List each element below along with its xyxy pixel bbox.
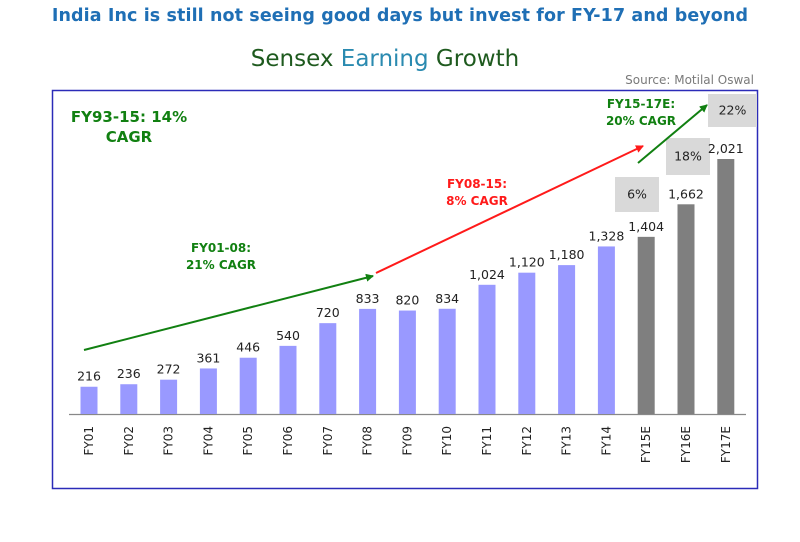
cagr-annotation-fy01-08: FY01-08: — [191, 241, 251, 255]
chart-title-word-1: Sensex — [250, 46, 334, 72]
headline: India Inc is still not seeing good days … — [51, 6, 749, 26]
growth-label: 18% — [674, 149, 702, 164]
cagr-annotation-overall: CAGR — [106, 128, 153, 146]
bar-fy01 — [80, 386, 98, 414]
trend-arrow-fy01-08 — [83, 273, 374, 351]
bar-fy03 — [160, 379, 178, 414]
bar-fy13 — [558, 265, 576, 414]
value-label: 1,024 — [469, 267, 505, 282]
x-tick-label: FY17E — [719, 426, 733, 463]
value-label: 1,120 — [509, 255, 545, 270]
value-label: 1,328 — [589, 228, 625, 243]
x-tick-label: FY14 — [599, 426, 613, 456]
chart-title: Sensex Earning Growth — [0, 46, 770, 72]
x-tick-label: FY05 — [241, 426, 255, 456]
value-label: 833 — [356, 291, 380, 306]
bar-fy16e — [677, 204, 695, 414]
x-tick-label: FY12 — [520, 426, 534, 456]
cagr-annotation-fy15-17: 20% CAGR — [606, 114, 676, 128]
cagr-annotation-fy15-17: FY15-17E: — [607, 97, 675, 111]
bar-fy17e — [717, 159, 735, 414]
bar-fy04 — [199, 368, 217, 414]
chart-title-word-2: Earning — [340, 46, 429, 72]
value-label: 272 — [157, 362, 181, 377]
trend-arrow-fy08-15 — [375, 145, 644, 274]
bar-fy07 — [319, 323, 337, 414]
bar-fy14 — [597, 246, 615, 414]
value-label: 820 — [395, 293, 419, 308]
x-tick-label: FY11 — [480, 426, 494, 456]
chart-title-word-3: Growth — [435, 46, 520, 72]
growth-box — [666, 138, 710, 175]
x-tick-label: FY07 — [321, 426, 335, 456]
bar-fy02 — [120, 384, 138, 414]
cagr-annotation-fy08-15: 8% CAGR — [446, 194, 508, 208]
value-label: 1,180 — [549, 247, 585, 262]
cagr-annotation-overall: FY93-15: 14% — [71, 108, 187, 126]
value-label: 1,404 — [628, 219, 664, 234]
x-tick-label: FY16E — [679, 426, 693, 463]
bar-fy08 — [359, 308, 377, 414]
value-label: 834 — [435, 291, 459, 306]
value-label: 540 — [276, 328, 300, 343]
cagr-annotation-fy08-15: FY08-15: — [447, 177, 507, 191]
bar-fy10 — [438, 308, 456, 414]
growth-box — [615, 177, 659, 212]
value-label: 720 — [316, 305, 340, 320]
bar-fy06 — [279, 345, 297, 414]
x-tick-label: FY04 — [201, 426, 215, 456]
x-tick-label: FY13 — [560, 426, 574, 456]
value-label: 2,021 — [708, 141, 744, 156]
x-tick-label: FY03 — [162, 426, 176, 456]
value-label: 446 — [236, 340, 260, 355]
x-tick-label: FY10 — [440, 426, 454, 456]
x-tick-label: FY09 — [400, 426, 414, 456]
x-tick-label: FY06 — [281, 426, 295, 456]
source-note: Source: Motilal Oswal — [625, 73, 754, 87]
growth-label: 6% — [627, 187, 647, 202]
trend-arrow-fy15-17 — [637, 104, 708, 164]
growth-box — [708, 94, 757, 127]
cagr-annotation-fy01-08: 21% CAGR — [186, 258, 256, 272]
x-tick-label: FY01 — [82, 426, 96, 456]
value-label: 1,662 — [668, 186, 704, 201]
growth-label: 22% — [719, 103, 747, 118]
value-label: 236 — [117, 366, 141, 381]
value-label: 361 — [196, 350, 220, 365]
x-tick-label: FY15E — [639, 426, 653, 463]
bar-fy09 — [398, 310, 416, 414]
chart-frame — [51, 89, 759, 490]
x-tick-label: FY08 — [361, 426, 375, 456]
bar-fy05 — [239, 357, 257, 414]
bar-fy11 — [478, 284, 496, 414]
value-label: 216 — [77, 369, 101, 384]
bar-fy12 — [518, 272, 536, 414]
x-tick-label: FY02 — [122, 426, 136, 456]
bar-fy15e — [637, 236, 655, 414]
